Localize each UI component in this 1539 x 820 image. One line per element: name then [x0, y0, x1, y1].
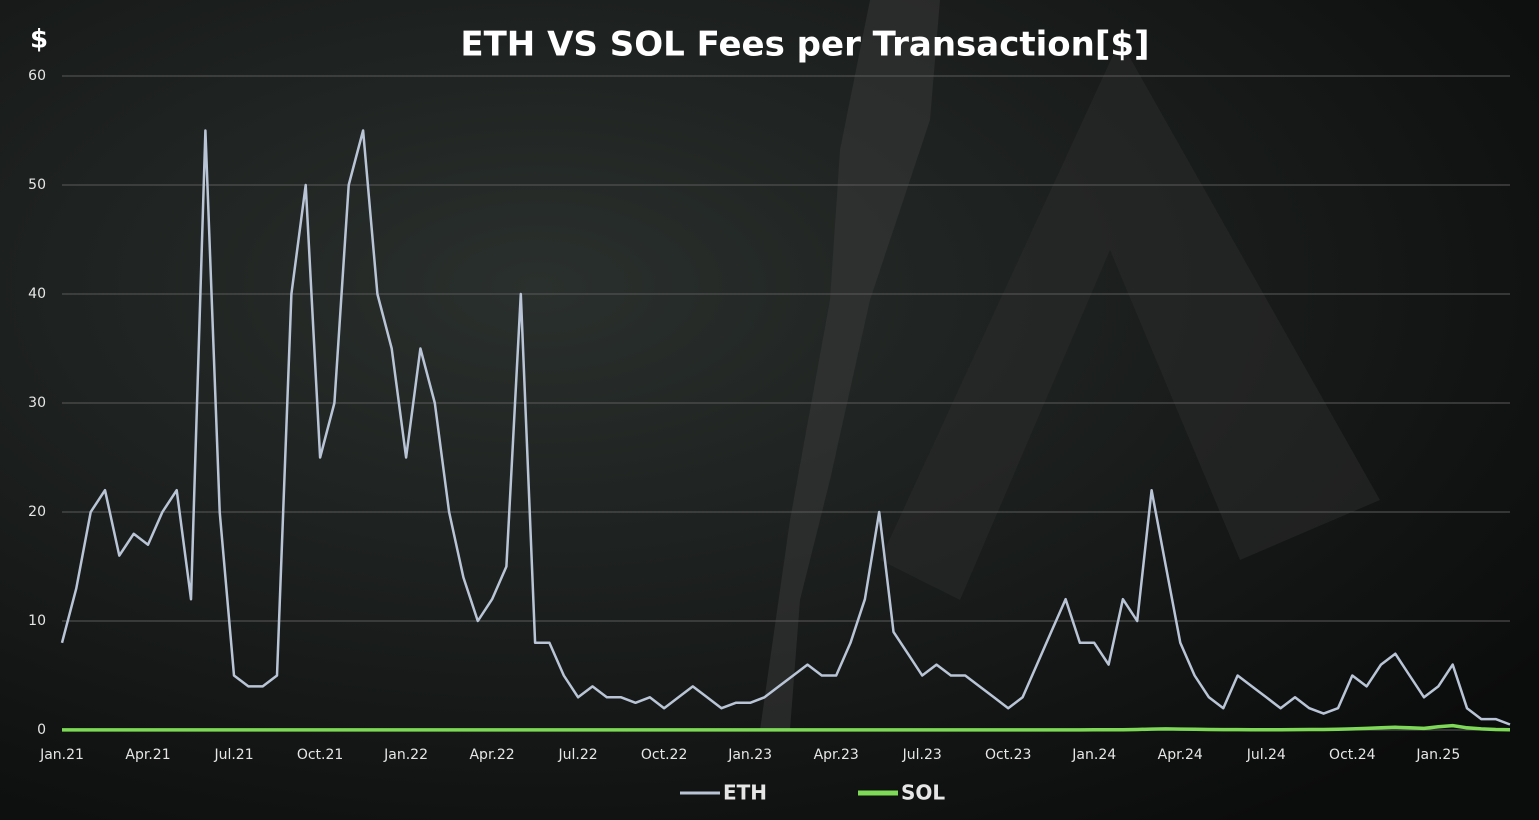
x-tick-label: Oct.21	[297, 747, 343, 763]
y-tick-label: 10	[28, 613, 46, 629]
x-tick-label: Jul.22	[558, 747, 598, 763]
line-series	[62, 723, 1511, 732]
background-shape	[880, 40, 1380, 600]
background-shape	[760, 0, 940, 730]
legend-label: SOL	[901, 781, 945, 805]
x-tick-label: Apr.22	[469, 747, 514, 763]
y-tick-label: 40	[28, 286, 46, 302]
x-tick-label: Jan.21	[39, 747, 84, 763]
y-tick-label: 50	[28, 177, 46, 193]
x-tick-label: Jan.23	[727, 747, 772, 763]
x-tick-label: Apr.21	[125, 747, 170, 763]
x-tick-label: Apr.23	[814, 747, 859, 763]
x-tick-label: Jul.21	[213, 747, 253, 763]
x-tick-label: Jul.23	[902, 747, 942, 763]
x-tick-label: Jan.22	[383, 747, 428, 763]
y-tick-label: 0	[37, 722, 46, 738]
chart-title: ETH VS SOL Fees per Transaction[$]	[460, 25, 1149, 65]
y-tick-label: 60	[28, 68, 46, 84]
x-tick-label: Jan.25	[1415, 747, 1460, 763]
x-tick-label: Oct.22	[641, 747, 687, 763]
x-tick-label: Apr.24	[1158, 747, 1203, 763]
x-tick-label: Oct.24	[1329, 747, 1376, 763]
line-series	[60, 129, 1511, 726]
y-tick-label: 20	[28, 504, 46, 520]
y-axis-label: $	[30, 25, 48, 55]
x-tick-label: Jul.24	[1246, 747, 1286, 763]
y-tick-label: 30	[28, 395, 46, 411]
legend-label: ETH	[723, 781, 767, 805]
x-tick-label: Jan.24	[1071, 747, 1116, 763]
x-tick-label: Oct.23	[985, 747, 1031, 763]
